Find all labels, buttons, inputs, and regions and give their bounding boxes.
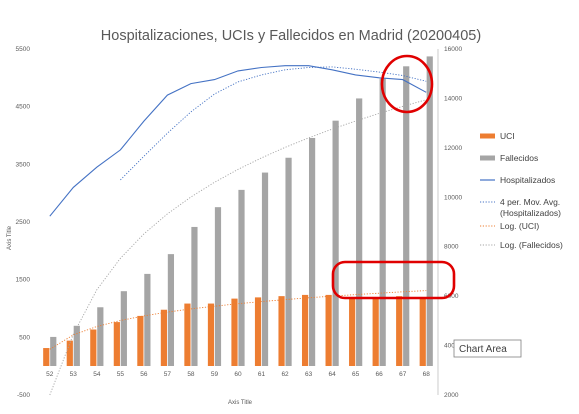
right-axis-ticks: 2000 4000 6000 8000 10000 12000 14000 16000 [444,46,462,399]
bar-uci [372,297,379,366]
bar-fallecidos [50,336,57,366]
left-tick-label: 500 [19,334,30,341]
x-tick-label: 56 [140,371,148,378]
bar-uci [349,297,356,366]
legend-swatch [480,155,495,161]
right-tick-label: 12000 [444,145,462,152]
y-axis-title: Axis Title [7,225,13,250]
right-tick-label: 4000 [444,343,459,350]
left-tick-label: 3500 [16,161,31,168]
x-tick-label: 59 [211,371,219,378]
bar-uci [137,315,144,366]
bar-fallecidos [238,189,245,366]
right-tick-label: 6000 [444,293,459,300]
left-tick-label: 1500 [16,277,31,284]
legend-label: Log. (Fallecidos) [500,240,563,250]
line-marks [49,65,427,396]
bar-fallecidos [356,98,363,366]
bar-uci [184,303,191,366]
x-tick-label: 61 [258,371,266,378]
x-tick-label: 66 [376,371,384,378]
bar-uci [90,329,97,366]
bar-fallecidos [144,273,151,366]
bar-fallecidos [214,207,222,366]
chart-title: Hospitalizaciones, UCIs y Fallecidos en … [101,28,481,44]
legend-label: (Hospitalizados) [500,208,561,218]
x-tick-label: 57 [164,371,172,378]
left-tick-label: 5500 [16,46,31,53]
x-axis-title: Axis Title [228,400,253,406]
left-tick-label: 2500 [16,219,31,226]
x-tick-label: 55 [117,371,125,378]
right-tick-label: 2000 [444,392,459,399]
bar-fallecidos [332,120,339,367]
bar-uci [160,309,168,366]
tooltip-box [453,339,522,358]
bar-fallecidos [73,325,80,366]
bar-uci [301,294,309,366]
bar-marks [43,56,433,367]
left-axis-ticks: -500 500 1500 2500 3500 4500 5500 [16,46,31,399]
bar-fallecidos [285,157,292,366]
legend-label: Log. (UCI) [500,221,539,231]
x-tick-label: 68 [423,371,431,378]
hospitalizados-line [49,65,427,217]
x-tick-label: 62 [281,371,289,378]
x-tick-label: 67 [399,371,407,378]
x-tick-label: 63 [305,371,313,378]
x-tick-label: 64 [329,371,337,378]
log-fallecidos-trendline [49,99,427,396]
x-tick-label: 60 [234,371,242,378]
left-tick-label: 4500 [16,104,31,111]
x-tick-label: 58 [187,371,195,378]
left-tick-label: -500 [17,392,30,399]
bar-fallecidos [261,172,269,366]
bar-fallecidos [120,291,127,366]
bar-fallecidos [426,56,433,367]
bar-uci [254,297,262,366]
bar-fallecidos [308,137,316,366]
bar-uci [207,303,215,366]
bar-fallecidos [403,66,410,367]
x-tick-label: 65 [352,371,360,378]
x-tick-label: 54 [93,371,101,378]
bar-uci [396,296,403,366]
chart-area-tooltip: Chart Area [453,339,522,358]
bar-uci [419,297,426,366]
legend-label: Fallecidos [500,153,538,163]
annotation-box-bottom [331,260,456,300]
legend-label: UCI [500,131,515,141]
right-tick-label: 8000 [444,244,459,251]
right-tick-label: 16000 [444,46,462,53]
legend[interactable]: UCI Fallecidos Hospitalizados 4 per. Mov. A… [480,131,563,250]
bar-fallecidos [97,307,104,366]
x-tick-label: 53 [70,371,78,378]
bar-uci [113,322,120,366]
legend-swatch [480,133,495,139]
right-tick-label: 14000 [444,95,462,102]
x-axis-ticks: 52 53 54 55 56 57 58 59 60 61 62 63 64 65 66 67 68 [46,371,430,378]
x-tick-label: 52 [46,371,54,378]
bar-uci [231,298,238,366]
right-tick-label: 10000 [444,194,462,201]
legend-label: 4 per. Mov. Avg. [500,197,560,207]
bar-uci [43,348,50,366]
bar-fallecidos [167,254,175,366]
legend-label: Hospitalizados [500,175,555,185]
tooltip-label: Chart Area [459,344,507,355]
bar-fallecidos [379,78,386,367]
bar-fallecidos [191,226,198,366]
annotation-circle-top [380,54,434,114]
bar-uci [278,296,285,366]
moving-average-line [120,66,427,181]
bar-uci [66,340,73,366]
bar-uci [325,294,332,366]
